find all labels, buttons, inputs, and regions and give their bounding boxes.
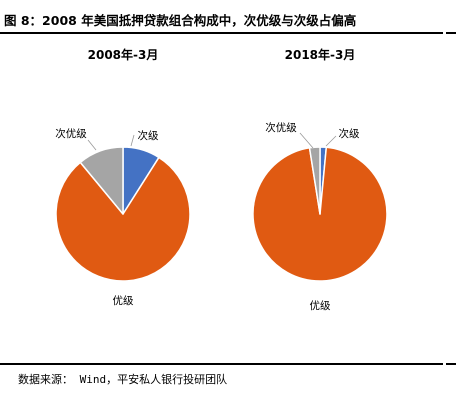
slice-label-alt-a-2008: 次优级: [55, 127, 87, 140]
slice-label-alt-a-2018: 次优级: [265, 121, 297, 134]
bottom-rule: [0, 363, 443, 365]
leader-line-alt-a-2008: [87, 139, 97, 151]
pie-slice-prime-2008: [55, 156, 191, 282]
top-rule: [0, 32, 443, 34]
slices-2008: [55, 146, 191, 282]
slice-label-subprime-2018: 次级: [339, 127, 360, 140]
slice-label-prime-2008: 优级: [113, 294, 134, 307]
pie-slice-alt-a-2018: [308, 146, 321, 215]
pie-chart-2018: 2018年-3月 次级 次优级 优级: [252, 47, 388, 312]
pie-title-2008: 2008年-3月: [88, 47, 159, 62]
edge-mark-top: [446, 32, 456, 34]
leader-line-alt-a-2018: [299, 132, 314, 149]
edge-mark-bottom: [446, 363, 456, 365]
pie-slice-alt-a-2008: [79, 146, 124, 215]
slice-label-subprime-2008: 次级: [138, 129, 159, 142]
slices-2018: [252, 146, 388, 282]
figure-title: 图 8：2008 年美国抵押贷款组合构成中，次优级与次级占偏高: [4, 13, 357, 28]
pie-title-2018: 2018年-3月: [285, 47, 356, 62]
pie-chart-2008: 2008年-3月 次级 次优级 优级: [55, 47, 191, 307]
leader-line-subprime-2018: [325, 135, 337, 147]
slice-label-prime-2018: 优级: [310, 299, 331, 312]
leader-line-subprime-2008: [130, 134, 135, 147]
source-note: 数据来源： Wind，平安私人银行投研团队: [18, 373, 228, 386]
